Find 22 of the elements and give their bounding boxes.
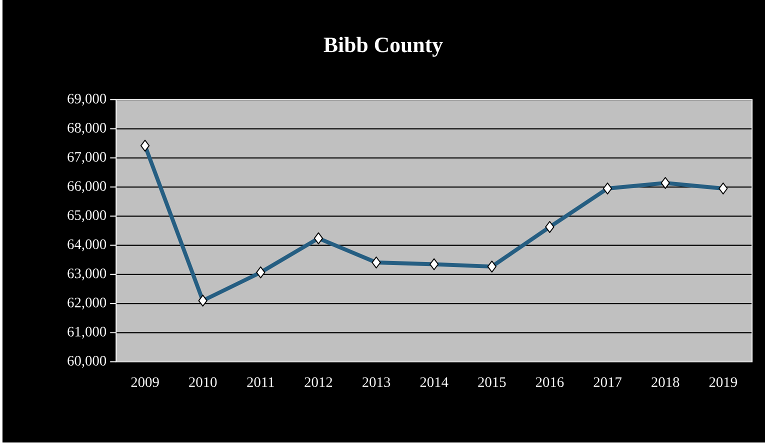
y-tick-label: 68,000 bbox=[68, 123, 106, 135]
y-tick-label: 60,000 bbox=[68, 356, 106, 368]
x-tick-label: 2010 bbox=[189, 377, 217, 388]
x-tick-label: 2019 bbox=[709, 377, 737, 388]
x-tick-label: 2018 bbox=[652, 377, 680, 388]
x-tick-label: 2013 bbox=[362, 377, 390, 388]
y-tick-label: 63,000 bbox=[68, 268, 106, 281]
y-tick-label: 65,000 bbox=[68, 210, 106, 222]
chart-title: Bibb County bbox=[324, 37, 443, 57]
y-tick-label: 67,000 bbox=[68, 152, 106, 164]
y-tick-label: 64,000 bbox=[68, 240, 106, 252]
y-tick-label: 62,000 bbox=[68, 298, 106, 310]
x-tick-label: 2012 bbox=[304, 377, 332, 388]
y-tick-label: 61,000 bbox=[68, 327, 106, 339]
y-tick-label: 66,000 bbox=[68, 181, 106, 194]
x-tick-label: 2016 bbox=[536, 377, 564, 388]
x-tick-label: 2011 bbox=[247, 377, 274, 388]
x-tick-label: 2017 bbox=[594, 377, 622, 388]
x-tick-label: 2009 bbox=[131, 377, 159, 388]
y-tick-label: 69,000 bbox=[68, 94, 106, 106]
x-tick-label: 2014 bbox=[420, 377, 448, 388]
x-tick-label: 2015 bbox=[478, 377, 506, 388]
